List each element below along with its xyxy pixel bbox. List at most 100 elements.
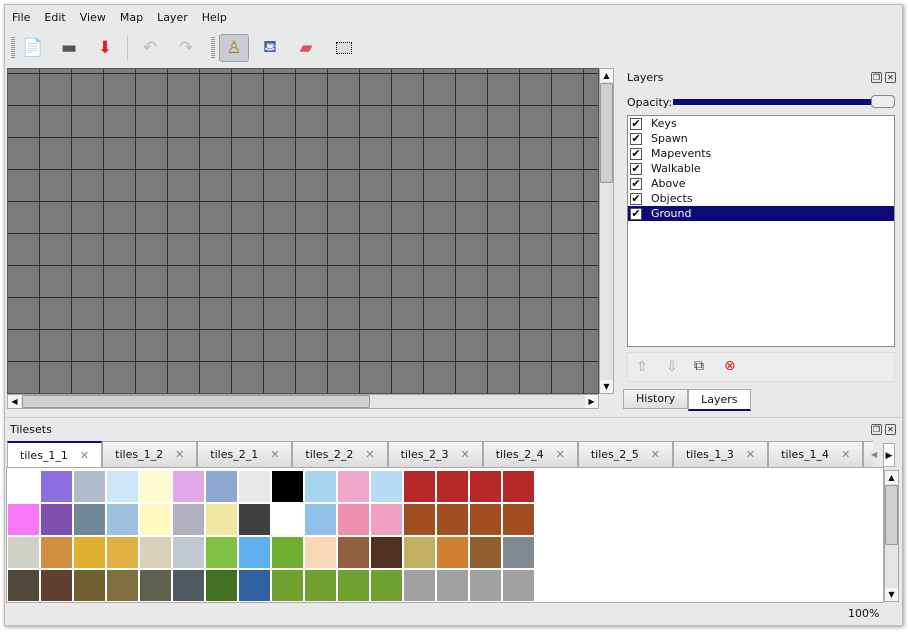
redo-icon[interactable]: ↷	[178, 38, 194, 58]
close-tab-icon[interactable]: ✕	[270, 448, 280, 461]
tile[interactable]	[139, 536, 172, 569]
layer-row[interactable]: ✔ Walkable	[628, 161, 894, 176]
tileset-tab[interactable]: tiles_2_3 ✕	[387, 441, 483, 467]
menu-edit[interactable]: Edit	[44, 11, 66, 24]
tabs-scroll-right-icon[interactable]: ▶	[883, 443, 895, 467]
tileset-tab[interactable]: tiles_2_1 ✕	[197, 441, 293, 467]
tile[interactable]	[271, 536, 304, 569]
opacity-slider-handle[interactable]	[871, 95, 895, 108]
tile[interactable]	[139, 503, 172, 536]
tile[interactable]	[139, 470, 172, 503]
opacity-slider[interactable]	[673, 95, 895, 108]
tileset-grid[interactable]	[7, 470, 535, 602]
save-icon[interactable]: ⬇	[97, 38, 113, 58]
scroll-thumb[interactable]	[885, 485, 898, 545]
tile[interactable]	[205, 470, 238, 503]
tile[interactable]	[40, 569, 73, 602]
tile[interactable]	[403, 503, 436, 536]
scroll-up-icon[interactable]: ▲	[600, 69, 613, 82]
tile[interactable]	[304, 536, 337, 569]
menu-file[interactable]: File	[12, 11, 31, 24]
toolbar-grip[interactable]	[11, 37, 15, 59]
menu-map[interactable]: Map	[119, 11, 144, 24]
tile[interactable]	[436, 536, 469, 569]
tileset-tab[interactable]: tiles_1_3 ✕	[672, 441, 769, 467]
close-tab-icon[interactable]: ✕	[365, 448, 375, 461]
tile[interactable]	[469, 470, 502, 503]
tile[interactable]	[469, 569, 502, 602]
layer-visibility-checkbox[interactable]: ✔	[630, 116, 642, 130]
tile[interactable]	[205, 569, 238, 602]
tile[interactable]	[337, 536, 370, 569]
tab-history[interactable]: History	[623, 389, 689, 409]
scroll-right-icon[interactable]: ▶	[585, 395, 598, 408]
layer-visibility-checkbox[interactable]: ✔	[630, 146, 642, 160]
scroll-down-icon[interactable]: ▼	[885, 588, 898, 601]
tile[interactable]	[40, 536, 73, 569]
tile[interactable]	[172, 536, 205, 569]
toolbar-grip[interactable]	[211, 37, 215, 59]
tileset-tab[interactable]: tiles_2_4 ✕	[482, 441, 578, 467]
tile[interactable]	[172, 503, 205, 536]
close-tab-icon[interactable]: ✕	[460, 448, 470, 461]
layer-visibility-checkbox[interactable]: ✔	[630, 206, 642, 220]
tabs-scroll-left-icon[interactable]: ◀	[871, 450, 878, 459]
layer-row[interactable]: ✔ Keys	[628, 116, 894, 131]
bucket-fill-icon[interactable]: ⛾	[263, 37, 277, 57]
menu-view[interactable]: View	[79, 11, 106, 24]
tile[interactable]	[502, 536, 535, 569]
tileset-tab[interactable]: tiles_1_✕	[863, 441, 873, 467]
undo-icon[interactable]: ↶	[142, 38, 158, 58]
tile[interactable]	[238, 503, 271, 536]
tile[interactable]	[73, 569, 106, 602]
tile[interactable]	[205, 503, 238, 536]
splitter[interactable]	[5, 417, 902, 418]
tileset-vertical-scrollbar[interactable]: ▲ ▼	[884, 470, 899, 602]
tile[interactable]	[370, 536, 403, 569]
scroll-up-icon[interactable]: ▲	[885, 471, 898, 484]
menu-help[interactable]: Help	[201, 11, 227, 24]
tile[interactable]	[238, 470, 271, 503]
tile[interactable]	[271, 569, 304, 602]
tile[interactable]	[436, 470, 469, 503]
tile[interactable]	[502, 503, 535, 536]
delete-layer-icon[interactable]: ⊗	[724, 358, 736, 374]
tile[interactable]	[502, 569, 535, 602]
tile[interactable]	[337, 470, 370, 503]
tile[interactable]	[271, 470, 304, 503]
layer-visibility-checkbox[interactable]: ✔	[630, 191, 642, 205]
layer-visibility-checkbox[interactable]: ✔	[630, 131, 642, 145]
tile[interactable]	[139, 569, 172, 602]
tile[interactable]	[7, 470, 40, 503]
tile[interactable]	[73, 470, 106, 503]
map-vertical-scrollbar[interactable]: ▲ ▼	[599, 68, 614, 394]
layer-row[interactable]: ✔ Objects	[628, 191, 894, 206]
tile[interactable]	[370, 569, 403, 602]
tile[interactable]	[469, 536, 502, 569]
tile[interactable]	[370, 503, 403, 536]
tile[interactable]	[238, 569, 271, 602]
tile[interactable]	[205, 536, 238, 569]
menu-layer[interactable]: Layer	[157, 11, 188, 24]
tile[interactable]	[271, 503, 304, 536]
layer-row[interactable]: ✔ Ground	[628, 206, 894, 221]
tile[interactable]	[469, 503, 502, 536]
tile[interactable]	[40, 503, 73, 536]
close-tab-icon[interactable]: ✕	[841, 448, 851, 461]
tile[interactable]	[403, 569, 436, 602]
new-file-icon[interactable]: 📄	[22, 38, 44, 58]
close-tab-icon[interactable]: ✕	[555, 448, 565, 461]
tile[interactable]	[172, 470, 205, 503]
close-tab-icon[interactable]: ✕	[79, 449, 90, 462]
float-panel-icon[interactable]: ❐	[871, 424, 882, 435]
tile[interactable]	[7, 503, 40, 536]
close-panel-icon[interactable]: ✕	[885, 72, 896, 83]
map-horizontal-scrollbar[interactable]: ◀ ▶	[7, 394, 599, 409]
tab-layers[interactable]: Layers	[688, 389, 751, 411]
layer-visibility-checkbox[interactable]: ✔	[630, 176, 642, 190]
tileset-tab[interactable]: tiles_2_2 ✕	[292, 441, 388, 467]
tile[interactable]	[106, 536, 139, 569]
map-canvas[interactable]	[7, 68, 599, 394]
layer-row[interactable]: ✔ Mapevents	[628, 146, 894, 161]
duplicate-layer-icon[interactable]: ⧉	[694, 358, 704, 374]
